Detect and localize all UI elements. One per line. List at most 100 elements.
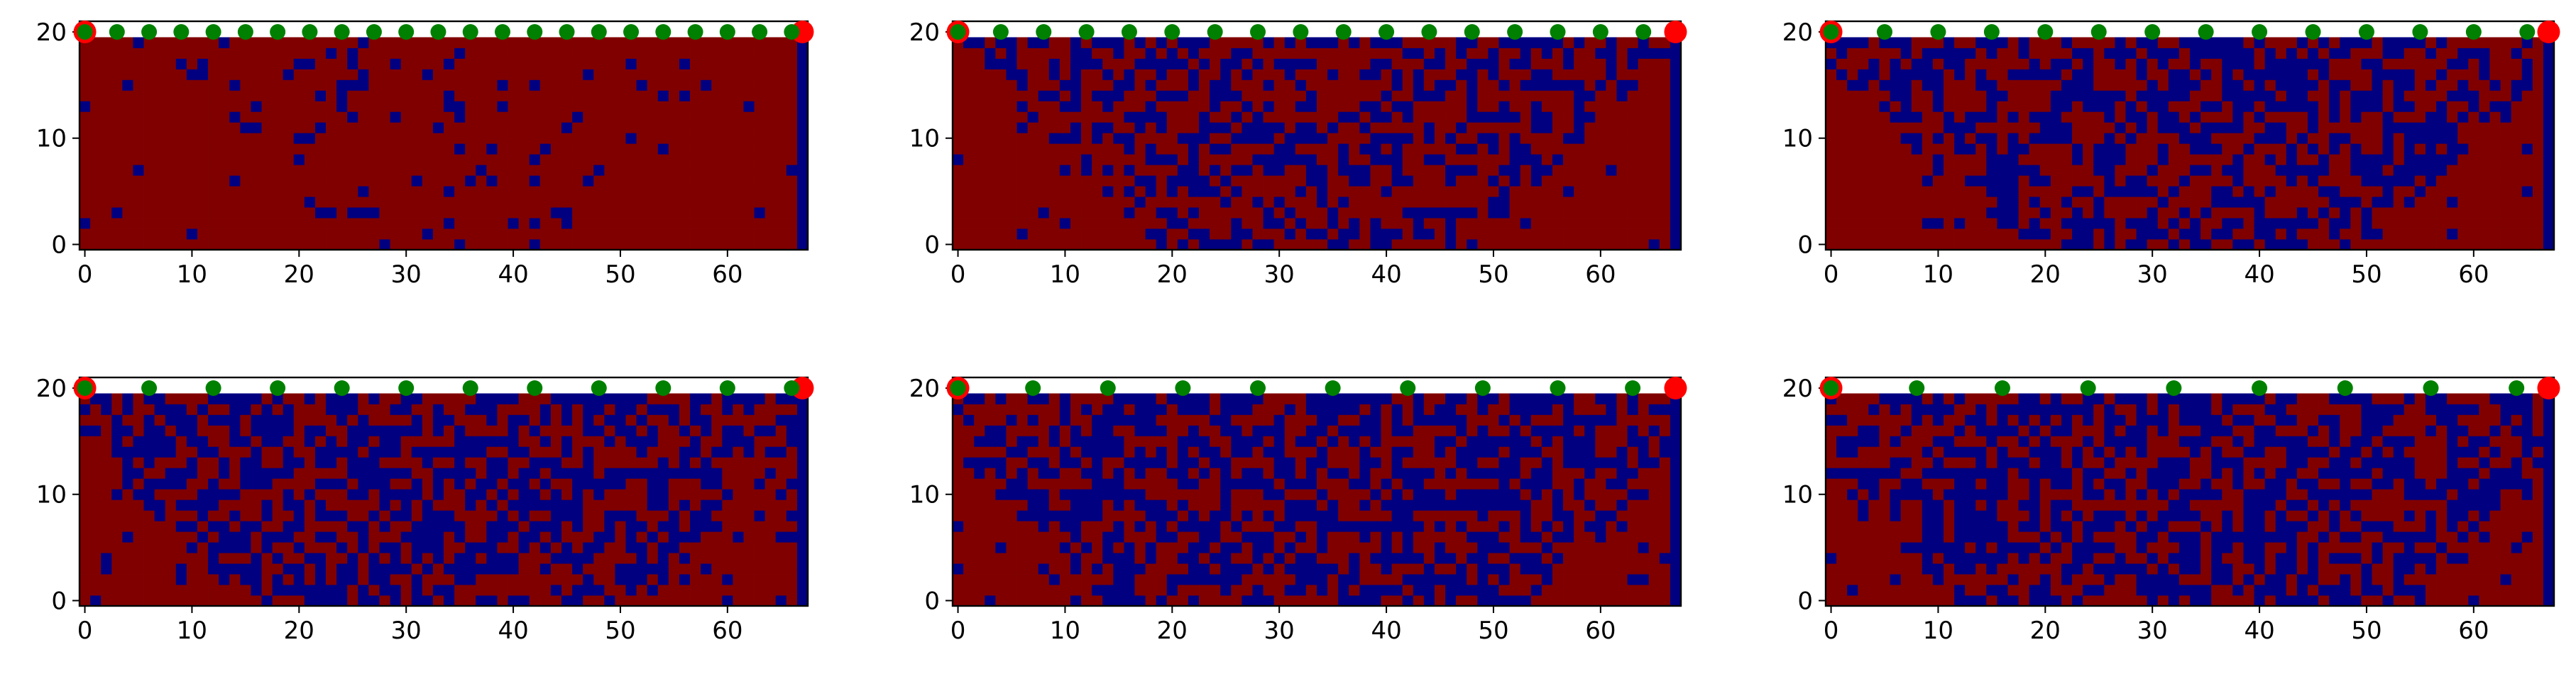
heatmap-cell [390,489,402,500]
heatmap-cell [2232,143,2244,155]
heatmap-cell [743,510,755,521]
heatmap-cell [2286,165,2298,176]
heatmap-cell [2125,165,2137,176]
heatmap-cell [583,574,594,585]
heatmap-cell [1670,218,1682,229]
heatmap-cell [572,574,583,585]
heatmap-cell [2264,48,2276,59]
heatmap-cell [508,218,520,229]
heatmap-cell [133,489,144,500]
heatmap-cell [1836,218,1848,229]
heatmap-cell [2072,122,2083,133]
y-tick-label: 0 [924,231,940,260]
x-tick-label: 40 [498,260,528,289]
heatmap-cell [293,101,305,112]
heatmap-cell [2479,58,2490,70]
heatmap-cell [1338,154,1349,165]
heatmap-cell [229,521,241,532]
heatmap-cell [326,585,337,596]
heatmap-cell [2072,58,2083,70]
heatmap-cell [197,90,209,101]
heatmap-cell [432,175,444,187]
heatmap-cell [154,239,166,250]
heatmap-cell [1606,122,1617,133]
heatmap-cell [743,154,755,165]
heatmap-cell [2136,79,2148,91]
heatmap-cell [529,48,541,59]
heatmap-cell [1467,90,1478,101]
heatmap-cell [583,175,594,187]
heatmap-cell [347,478,358,490]
heatmap-cell [1932,48,1944,59]
heatmap-cell [2457,143,2469,155]
heatmap-cell [444,90,455,101]
x-tick-label: 60 [712,260,742,289]
heatmap-cell [175,489,187,500]
heatmap-cell [411,489,423,500]
heatmap-cell [1509,101,1521,112]
heatmap-cell [1434,186,1446,197]
heatmap-cell [754,133,766,144]
heatmap-cell [1220,228,1232,240]
heatmap-cell [208,207,219,219]
heatmap-cell [2307,69,2319,80]
heatmap-cell [1932,143,1944,155]
heatmap-cell [2382,101,2394,112]
heatmap-cell [529,595,541,607]
heatmap-cell [604,489,615,500]
heatmap-cell [1456,58,1467,70]
heatmap-cell [2039,218,2051,229]
heatmap-cell [2382,48,2394,59]
heatmap-cell [1627,197,1639,208]
heatmap-cell [701,101,712,112]
heatmap-cell [1188,101,1200,112]
heatmap-cell [197,499,209,511]
heatmap-cell [701,58,712,70]
heatmap-cell [101,197,112,208]
heatmap-cell [636,79,648,91]
heatmap-cell [1826,186,1837,197]
heatmap-cell [1900,111,1912,123]
y-tick-label: 0 [1797,231,1813,260]
heatmap-cell [550,122,562,133]
heatmap-cell [2029,218,2041,229]
heatmap-cell [1016,79,1029,91]
heatmap-cell [1188,197,1200,208]
heatmap-cell [358,48,369,59]
heatmap-cell [775,521,787,532]
heatmap-cell [1092,90,1103,101]
heatmap-cell [1997,165,2008,176]
heatmap-cell [1997,58,2008,70]
heatmap-cell [2264,154,2276,165]
heatmap-cell [2050,207,2062,219]
heatmap-cell [197,207,209,219]
heatmap-cell [154,101,166,112]
heatmap-cell [154,197,166,208]
heatmap-cell [2521,154,2533,165]
heatmap-cell [2457,154,2469,165]
heatmap-cell [2200,175,2212,187]
heatmap-cell [175,165,187,176]
heatmap-cell [1210,228,1221,240]
heatmap-cell [796,69,809,80]
heatmap-cell [786,542,798,553]
heatmap-cell [1847,111,1858,123]
heatmap-cell [240,175,251,187]
heatmap-cell [1349,133,1360,144]
heatmap-cell [251,175,262,187]
heatmap-cell [1584,111,1596,123]
heatmap-cell [2436,143,2448,155]
heatmap-cell [1858,48,1869,59]
heatmap-cell [1911,48,1923,59]
heatmap-cell [1295,154,1307,165]
heatmap-cell [604,48,615,59]
heatmap-cell [2521,197,2533,208]
heatmap-cell [786,175,798,187]
heatmap-cell [1423,218,1435,229]
heatmap-cell [539,143,552,155]
heatmap-cell [2072,90,2083,101]
heatmap-cell [400,197,412,208]
heatmap-cell [1488,58,1499,70]
heatmap-cell [1932,58,1944,70]
heatmap-cell [1530,186,1542,197]
